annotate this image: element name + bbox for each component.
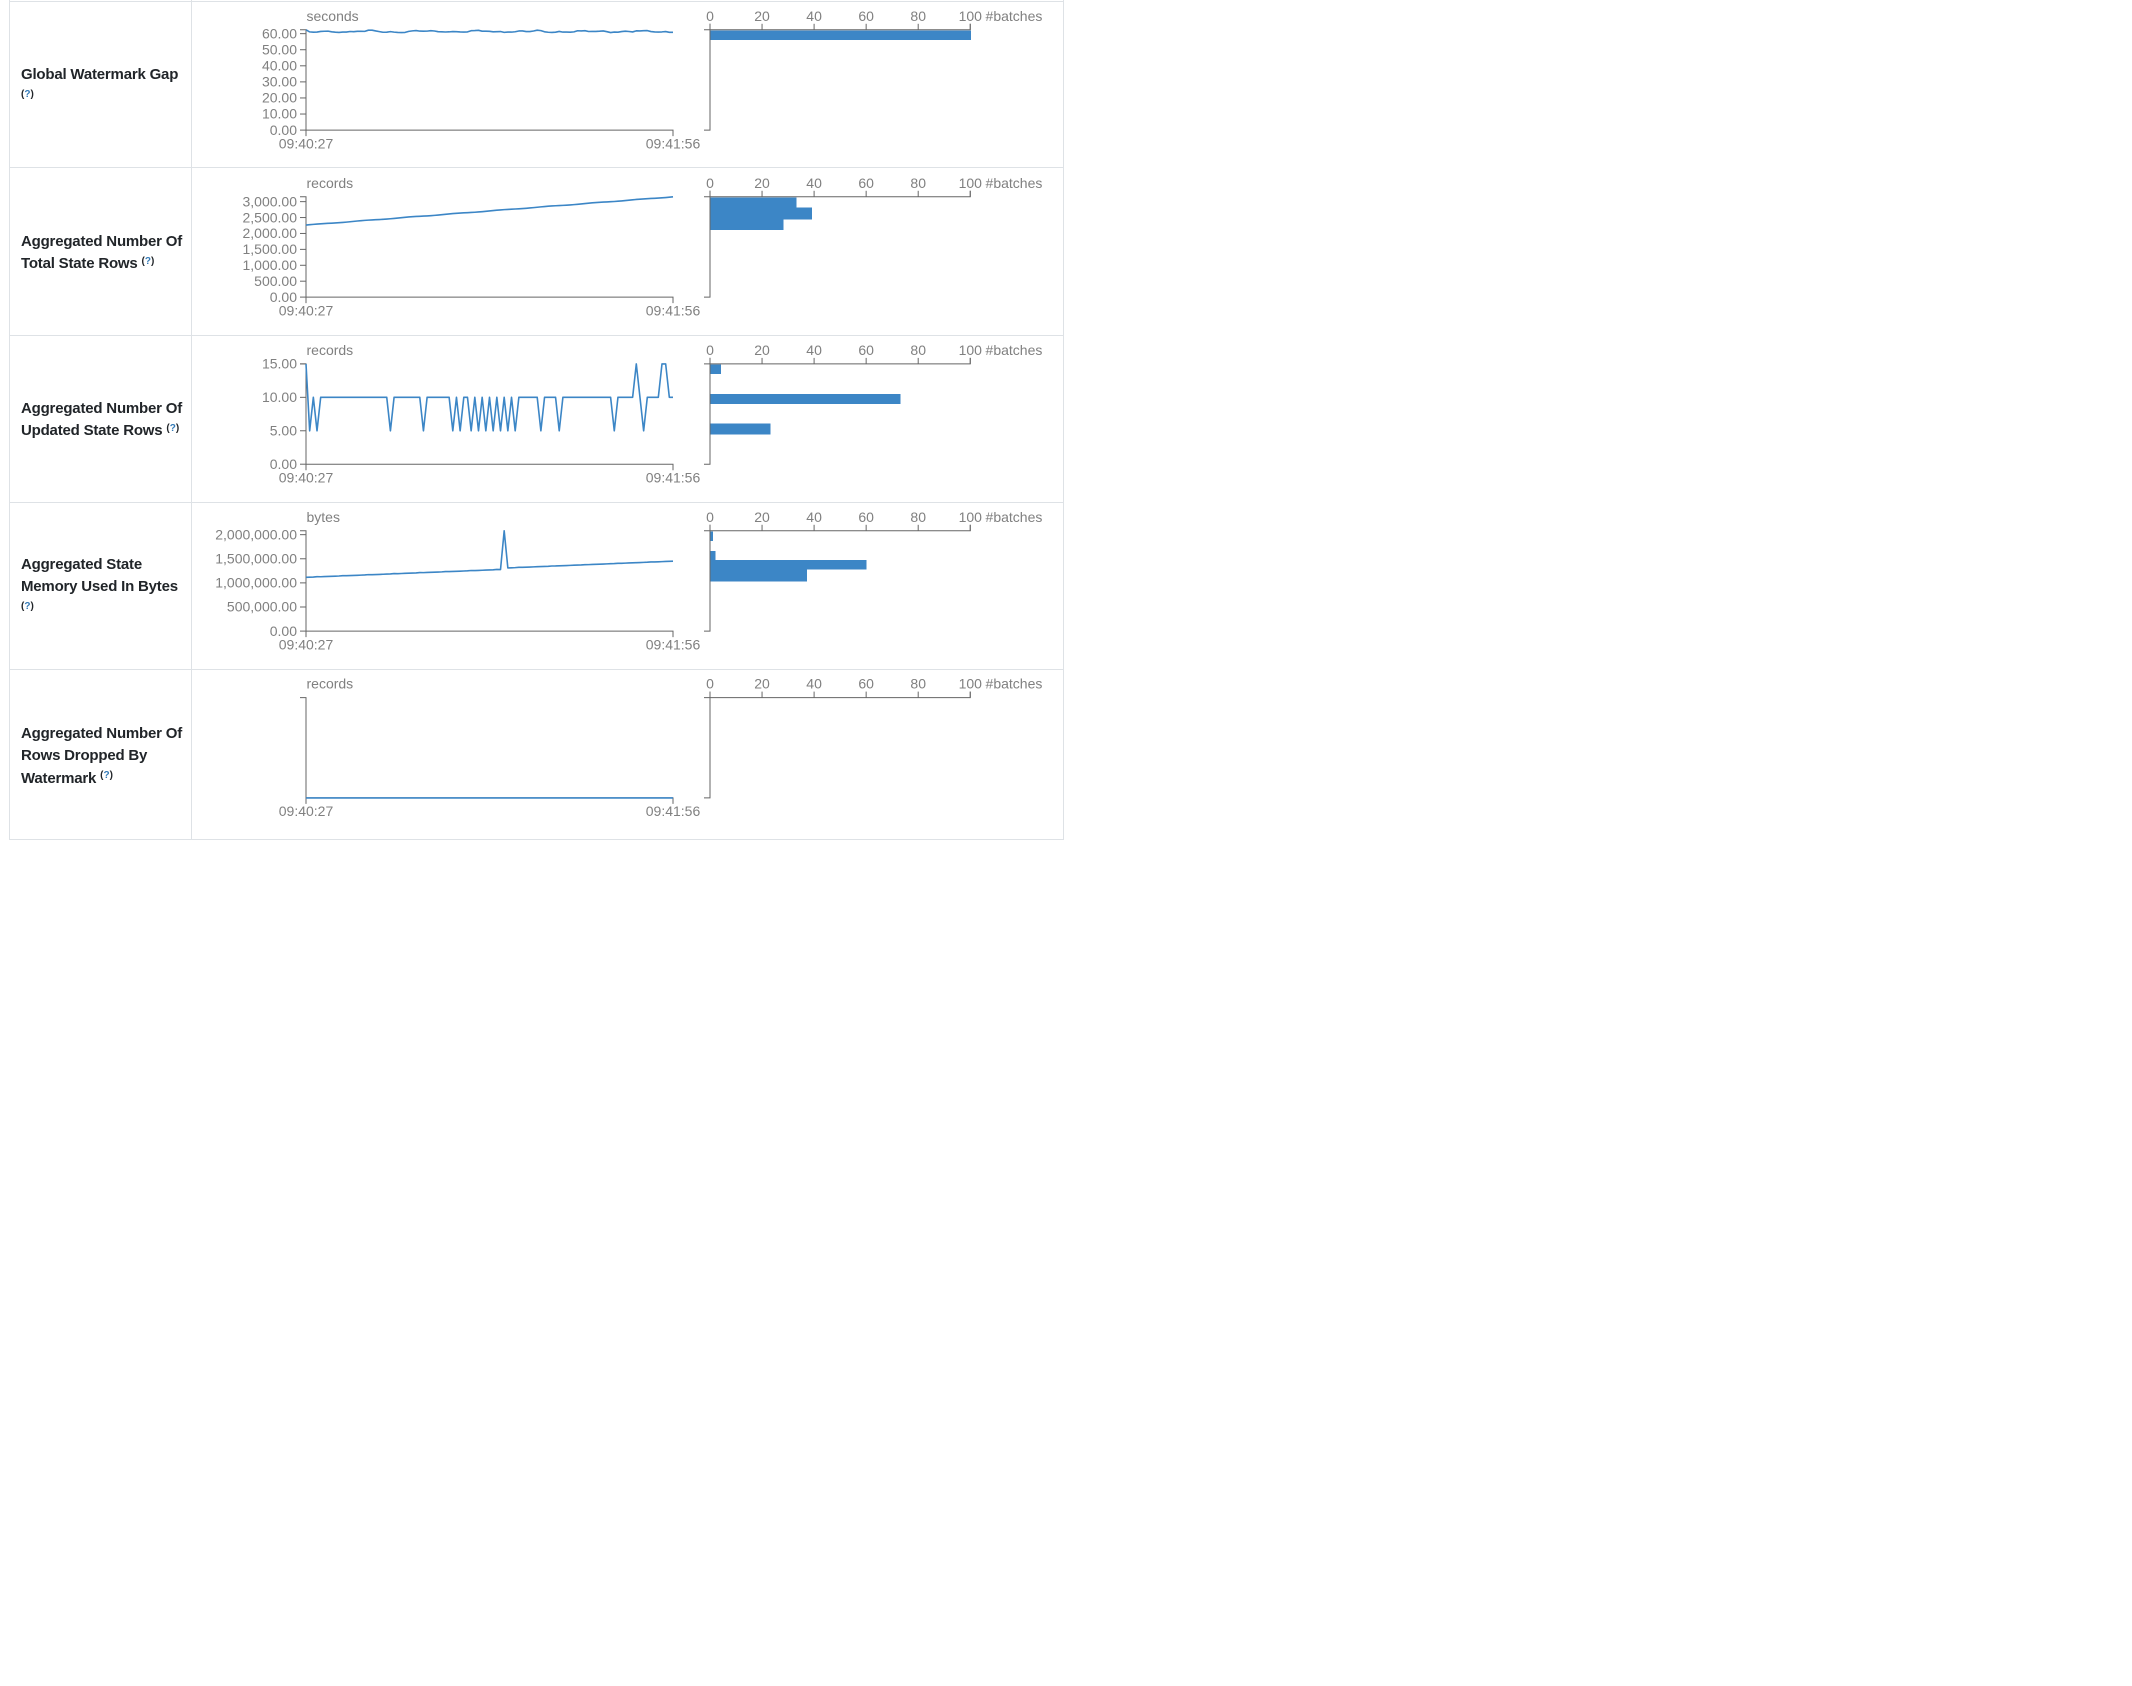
svg-text:40: 40 xyxy=(806,509,822,525)
svg-text:0: 0 xyxy=(706,342,714,358)
svg-text:80: 80 xyxy=(910,676,926,692)
svg-text:80: 80 xyxy=(910,509,926,525)
svg-text:3,000.00: 3,000.00 xyxy=(243,193,298,209)
svg-text:0.00: 0.00 xyxy=(270,456,297,472)
svg-text:09:40:27: 09:40:27 xyxy=(279,636,334,652)
svg-text:records: records xyxy=(307,342,354,358)
svg-text:10.00: 10.00 xyxy=(262,106,297,122)
svg-text:1,500.00: 1,500.00 xyxy=(243,241,298,257)
svg-text:09:41:56: 09:41:56 xyxy=(646,803,701,819)
svg-text:15.00: 15.00 xyxy=(262,356,297,372)
svg-text:#batches: #batches xyxy=(986,342,1043,358)
svg-text:50.00: 50.00 xyxy=(262,41,297,57)
svg-text:2,000.00: 2,000.00 xyxy=(243,225,298,241)
svg-text:09:41:56: 09:41:56 xyxy=(646,302,701,318)
svg-text:0.00: 0.00 xyxy=(270,289,297,305)
svg-text:20.00: 20.00 xyxy=(262,90,297,106)
svg-text:500,000.00: 500,000.00 xyxy=(227,599,297,615)
svg-text:100: 100 xyxy=(959,175,983,191)
svg-text:80: 80 xyxy=(910,342,926,358)
svg-text:0.00: 0.00 xyxy=(270,623,297,639)
svg-text:0: 0 xyxy=(706,676,714,692)
svg-text:#batches: #batches xyxy=(986,509,1043,525)
svg-text:100: 100 xyxy=(959,509,983,525)
svg-text:20: 20 xyxy=(754,676,770,692)
svg-text:60: 60 xyxy=(858,509,874,525)
svg-text:40: 40 xyxy=(806,676,822,692)
svg-text:20: 20 xyxy=(754,8,770,24)
svg-text:2,000,000.00: 2,000,000.00 xyxy=(215,526,297,542)
svg-text:100: 100 xyxy=(959,676,983,692)
svg-text:0: 0 xyxy=(706,175,714,191)
svg-text:100: 100 xyxy=(959,342,983,358)
svg-text:#batches: #batches xyxy=(986,8,1043,24)
svg-text:20: 20 xyxy=(754,175,770,191)
svg-text:20: 20 xyxy=(754,509,770,525)
svg-text:60: 60 xyxy=(858,8,874,24)
svg-text:0.00: 0.00 xyxy=(270,122,297,138)
svg-text:09:40:27: 09:40:27 xyxy=(279,302,334,318)
svg-text:0: 0 xyxy=(706,509,714,525)
svg-text:09:41:56: 09:41:56 xyxy=(646,636,701,652)
svg-text:bytes: bytes xyxy=(307,509,340,525)
svg-text:records: records xyxy=(307,676,354,692)
svg-text:1,500,000.00: 1,500,000.00 xyxy=(215,550,297,566)
svg-text:20: 20 xyxy=(754,342,770,358)
svg-text:60: 60 xyxy=(858,175,874,191)
svg-text:records: records xyxy=(307,175,354,191)
svg-text:#batches: #batches xyxy=(986,676,1043,692)
svg-text:100: 100 xyxy=(959,8,983,24)
svg-text:40: 40 xyxy=(806,8,822,24)
svg-text:seconds: seconds xyxy=(307,8,359,24)
svg-text:30.00: 30.00 xyxy=(262,74,297,90)
svg-text:09:40:27: 09:40:27 xyxy=(279,803,334,819)
svg-text:1,000.00: 1,000.00 xyxy=(243,257,298,273)
svg-text:10.00: 10.00 xyxy=(262,389,297,405)
svg-text:0: 0 xyxy=(706,8,714,24)
svg-text:40: 40 xyxy=(806,342,822,358)
svg-text:09:41:56: 09:41:56 xyxy=(646,135,701,151)
svg-text:80: 80 xyxy=(910,8,926,24)
svg-text:60: 60 xyxy=(858,676,874,692)
svg-text:2,500.00: 2,500.00 xyxy=(243,209,298,225)
svg-text:1,000,000.00: 1,000,000.00 xyxy=(215,575,297,591)
svg-text:09:40:27: 09:40:27 xyxy=(279,470,334,486)
svg-text:09:41:56: 09:41:56 xyxy=(646,470,701,486)
svg-text:500.00: 500.00 xyxy=(254,273,297,289)
svg-text:09:40:27: 09:40:27 xyxy=(279,135,334,151)
svg-text:60.00: 60.00 xyxy=(262,25,297,41)
svg-text:5.00: 5.00 xyxy=(270,422,297,438)
svg-text:#batches: #batches xyxy=(986,175,1043,191)
svg-text:40.00: 40.00 xyxy=(262,58,297,74)
svg-text:80: 80 xyxy=(910,175,926,191)
svg-text:60: 60 xyxy=(858,342,874,358)
svg-text:40: 40 xyxy=(806,175,822,191)
